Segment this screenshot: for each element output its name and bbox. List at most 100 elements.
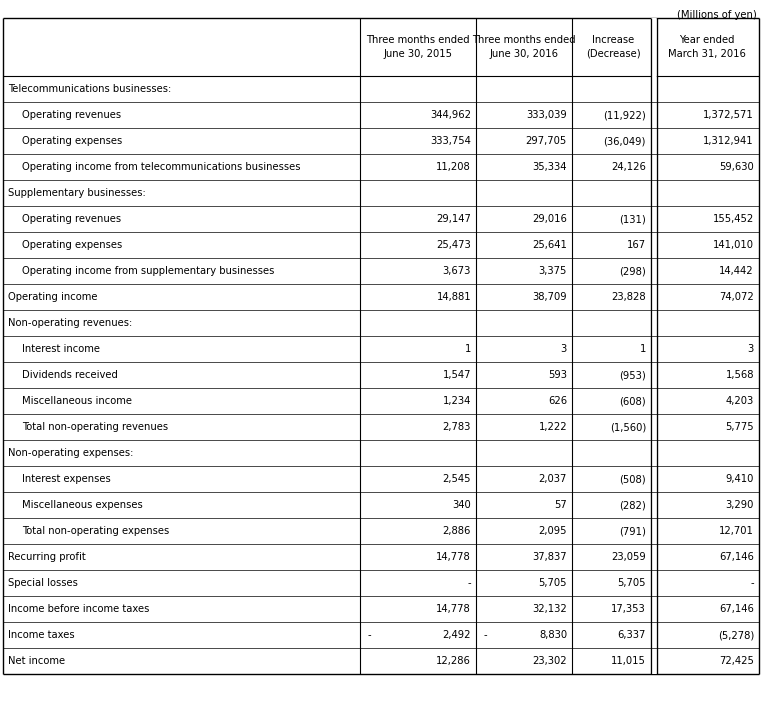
Text: 35,334: 35,334 [533, 162, 567, 172]
Text: 2,783: 2,783 [443, 422, 471, 432]
Text: (1,560): (1,560) [610, 422, 646, 432]
Text: 626: 626 [548, 396, 567, 406]
Text: 8,830: 8,830 [539, 630, 567, 640]
Text: 1,234: 1,234 [443, 396, 471, 406]
Text: Total non-operating revenues: Total non-operating revenues [22, 422, 168, 432]
Text: 32,132: 32,132 [532, 604, 567, 614]
Text: Miscellaneous expenses: Miscellaneous expenses [22, 500, 142, 510]
Text: 12,701: 12,701 [719, 526, 754, 536]
Text: -: - [467, 578, 471, 588]
Text: 5,705: 5,705 [539, 578, 567, 588]
Text: 167: 167 [627, 240, 646, 250]
Text: 17,353: 17,353 [611, 604, 646, 614]
Text: Operating income from supplementary businesses: Operating income from supplementary busi… [22, 266, 274, 276]
Text: Increase: Increase [592, 35, 634, 45]
Text: 340: 340 [453, 500, 471, 510]
Text: 23,302: 23,302 [533, 656, 567, 666]
Text: 25,473: 25,473 [437, 240, 471, 250]
Text: Interest income: Interest income [22, 344, 100, 354]
Text: 2,886: 2,886 [443, 526, 471, 536]
Text: 74,072: 74,072 [719, 292, 754, 302]
Text: 3,290: 3,290 [725, 500, 754, 510]
Text: 14,881: 14,881 [437, 292, 471, 302]
Text: 5,705: 5,705 [617, 578, 646, 588]
Text: 333,039: 333,039 [527, 110, 567, 120]
Text: (508): (508) [620, 474, 646, 484]
Text: Supplementary businesses:: Supplementary businesses: [8, 188, 146, 198]
Text: Operating income: Operating income [8, 292, 98, 302]
Text: 3,673: 3,673 [443, 266, 471, 276]
Text: -: - [368, 630, 372, 640]
Text: 1,547: 1,547 [443, 370, 471, 380]
Text: Miscellaneous income: Miscellaneous income [22, 396, 132, 406]
Text: 2,095: 2,095 [539, 526, 567, 536]
Text: Non-operating expenses:: Non-operating expenses: [8, 448, 133, 458]
Text: 24,126: 24,126 [611, 162, 646, 172]
Text: 1,312,941: 1,312,941 [703, 136, 754, 146]
Text: (5,278): (5,278) [718, 630, 754, 640]
Text: 14,778: 14,778 [437, 552, 471, 562]
Text: 11,208: 11,208 [437, 162, 471, 172]
Text: 333,754: 333,754 [430, 136, 471, 146]
Text: Recurring profit: Recurring profit [8, 552, 86, 562]
Text: 14,442: 14,442 [719, 266, 754, 276]
Text: 3,375: 3,375 [539, 266, 567, 276]
Text: 2,492: 2,492 [443, 630, 471, 640]
Text: 14,778: 14,778 [437, 604, 471, 614]
Text: 67,146: 67,146 [719, 552, 754, 562]
Text: (Millions of yen): (Millions of yen) [677, 10, 757, 20]
Text: (131): (131) [620, 214, 646, 224]
Text: Total non-operating expenses: Total non-operating expenses [22, 526, 169, 536]
Text: 1: 1 [639, 344, 646, 354]
Text: Operating income from telecommunications businesses: Operating income from telecommunications… [22, 162, 300, 172]
Text: (953): (953) [620, 370, 646, 380]
Text: 67,146: 67,146 [719, 604, 754, 614]
Text: 29,147: 29,147 [436, 214, 471, 224]
Text: June 30, 2015: June 30, 2015 [383, 49, 453, 59]
Text: Three months ended: Three months ended [367, 35, 470, 45]
Text: 1: 1 [465, 344, 471, 354]
Text: Interest expenses: Interest expenses [22, 474, 110, 484]
Text: 38,709: 38,709 [533, 292, 567, 302]
Text: Income taxes: Income taxes [8, 630, 75, 640]
Text: (282): (282) [620, 500, 646, 510]
Text: 1,372,571: 1,372,571 [703, 110, 754, 120]
Text: Telecommunications businesses:: Telecommunications businesses: [8, 84, 171, 94]
Text: 2,037: 2,037 [539, 474, 567, 484]
Text: 3: 3 [748, 344, 754, 354]
Text: -: - [484, 630, 488, 640]
Text: 23,059: 23,059 [611, 552, 646, 562]
Text: 4,203: 4,203 [725, 396, 754, 406]
Text: Operating revenues: Operating revenues [22, 214, 121, 224]
Text: Operating expenses: Operating expenses [22, 240, 122, 250]
Text: 29,016: 29,016 [532, 214, 567, 224]
Text: 23,828: 23,828 [611, 292, 646, 302]
Text: Dividends received: Dividends received [22, 370, 118, 380]
Text: Year ended: Year ended [679, 35, 735, 45]
Text: 1,568: 1,568 [725, 370, 754, 380]
Text: 9,410: 9,410 [725, 474, 754, 484]
Text: 57: 57 [554, 500, 567, 510]
Text: Income before income taxes: Income before income taxes [8, 604, 149, 614]
Text: 3: 3 [561, 344, 567, 354]
Text: (Decrease): (Decrease) [586, 49, 640, 59]
Text: 593: 593 [548, 370, 567, 380]
Text: Non-operating revenues:: Non-operating revenues: [8, 318, 133, 328]
Text: (791): (791) [619, 526, 646, 536]
Text: 6,337: 6,337 [618, 630, 646, 640]
Text: 11,015: 11,015 [611, 656, 646, 666]
Text: Special losses: Special losses [8, 578, 78, 588]
Text: (11,922): (11,922) [604, 110, 646, 120]
Text: 72,425: 72,425 [719, 656, 754, 666]
Text: 59,630: 59,630 [719, 162, 754, 172]
Text: -: - [751, 578, 754, 588]
Text: Operating expenses: Operating expenses [22, 136, 122, 146]
Text: 1,222: 1,222 [539, 422, 567, 432]
Text: 141,010: 141,010 [713, 240, 754, 250]
Text: June 30, 2016: June 30, 2016 [489, 49, 559, 59]
Text: 155,452: 155,452 [712, 214, 754, 224]
Text: (298): (298) [620, 266, 646, 276]
Text: 5,775: 5,775 [725, 422, 754, 432]
Text: 25,641: 25,641 [532, 240, 567, 250]
Text: 297,705: 297,705 [526, 136, 567, 146]
